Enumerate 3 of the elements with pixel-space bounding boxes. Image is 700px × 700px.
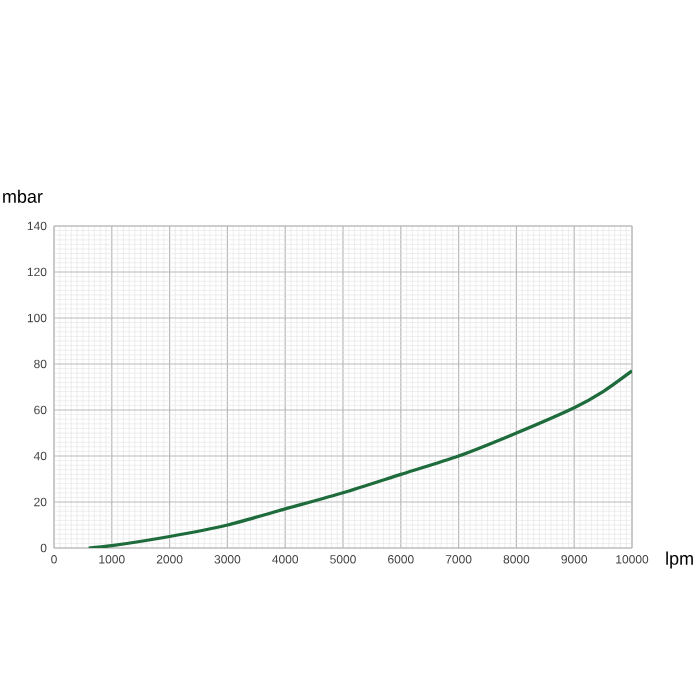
y-axis-title: mbar	[3, 189, 43, 203]
line-series	[87, 369, 633, 548]
x-axis-title: lpm	[666, 551, 693, 569]
